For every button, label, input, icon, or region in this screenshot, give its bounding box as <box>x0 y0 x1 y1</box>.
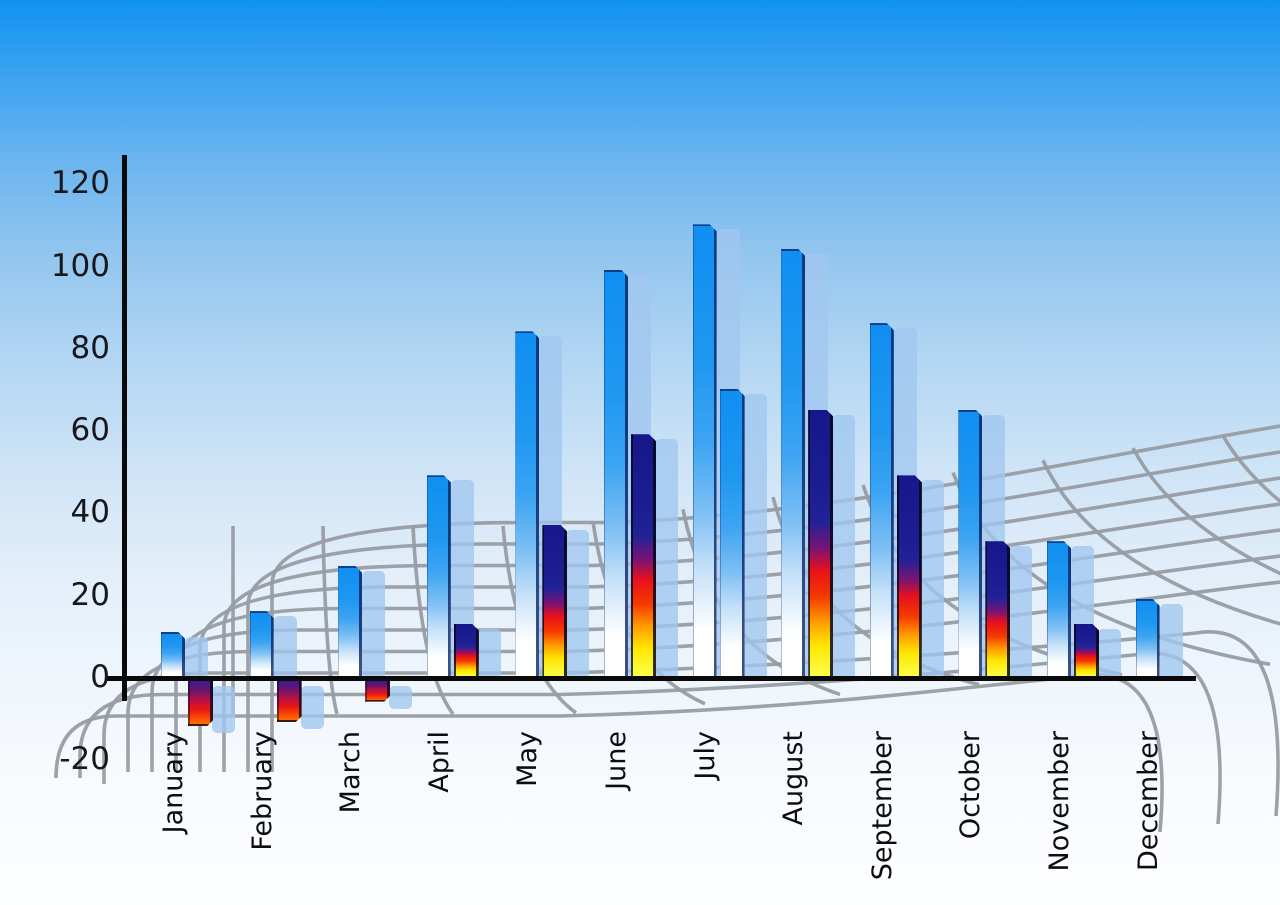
x-label-november: November <box>1044 731 1075 872</box>
bar-august-series-1 <box>781 249 805 677</box>
bar-shadow-february-series-2 <box>300 686 324 730</box>
bar-may-series-2 <box>542 525 567 677</box>
x-label-may: May <box>512 731 544 787</box>
y-tick-label--20: -20 <box>59 741 110 778</box>
bar-october-series-1 <box>958 410 982 677</box>
x-label-january: January <box>158 731 189 834</box>
x-label-september: September <box>866 731 898 881</box>
bar-september-series-2 <box>897 475 922 677</box>
bar-october-series-2 <box>985 541 1010 677</box>
x-label-august: August <box>778 731 810 826</box>
mesh-grid-line <box>321 525 339 715</box>
y-tick-label-60: 60 <box>70 412 110 449</box>
bar-shadow-april-series-2 <box>477 628 501 679</box>
mesh-grid-line <box>1041 459 1280 626</box>
bar-april-series-1 <box>427 475 451 677</box>
bar-shadow-january-series-1 <box>185 636 208 679</box>
bar-shadow-july-series-2 <box>743 393 767 679</box>
bar-july-series-2 <box>720 389 745 677</box>
bar-shadow-march-series-1 <box>362 570 386 679</box>
bar-shadow-november-series-2 <box>1098 628 1121 679</box>
bar-january-series-1 <box>161 632 185 677</box>
bar-march-series-1 <box>338 566 362 677</box>
bar-shadow-september-series-2 <box>920 480 944 679</box>
bar-shadow-december-series-1 <box>1159 603 1183 679</box>
y-tick-label-0: 0 <box>90 659 110 695</box>
bar-august-series-2 <box>808 410 833 677</box>
bar-november-series-1 <box>1047 541 1071 677</box>
bar-shadow-january-series-2 <box>212 686 235 734</box>
bar-february-series-1 <box>250 611 274 677</box>
x-label-december: December <box>1132 731 1164 872</box>
bar-shadow-may-series-2 <box>566 529 590 679</box>
bar-may-series-1 <box>515 331 539 677</box>
bar-february-series-2 <box>277 681 302 722</box>
bar-shadow-february-series-1 <box>273 616 297 679</box>
mesh-grid-line <box>1131 447 1280 576</box>
bar-april-series-2 <box>454 624 479 677</box>
y-tick-label-20: 20 <box>70 576 110 613</box>
y-tick-label-40: 40 <box>70 494 110 531</box>
x-label-june: June <box>601 731 632 790</box>
bar-november-series-2 <box>1074 624 1099 677</box>
x-label-october: October <box>955 731 987 840</box>
bar-june-series-1 <box>604 270 628 677</box>
bar-shadow-march-series-2 <box>389 686 413 709</box>
mesh-grid-line <box>411 525 455 716</box>
bar-september-series-1 <box>870 323 894 677</box>
bar-march-series-2 <box>365 681 390 702</box>
bar-june-series-2 <box>631 434 656 677</box>
y-axis-line <box>122 155 127 701</box>
x-label-april: April <box>423 731 455 793</box>
x-label-july: July <box>689 731 721 780</box>
bar-january-series-2 <box>188 681 213 726</box>
bar-december-series-1 <box>1136 599 1160 677</box>
mesh-grid-line <box>1221 434 1280 504</box>
y-tick-label-80: 80 <box>70 329 110 366</box>
y-tick-label-120: 120 <box>50 165 110 202</box>
bar-july-series-1 <box>693 224 717 677</box>
mesh-grid-line <box>54 672 1164 833</box>
y-tick-label-100: 100 <box>50 247 110 284</box>
x-label-february: February <box>246 731 278 851</box>
bar-shadow-june-series-2 <box>655 439 678 679</box>
x-label-march: March <box>335 731 367 814</box>
x-axis-line <box>105 676 1196 681</box>
bar-shadow-october-series-2 <box>1009 546 1033 679</box>
mesh-grid-line <box>126 580 1280 772</box>
bar-shadow-august-series-2 <box>832 414 856 679</box>
